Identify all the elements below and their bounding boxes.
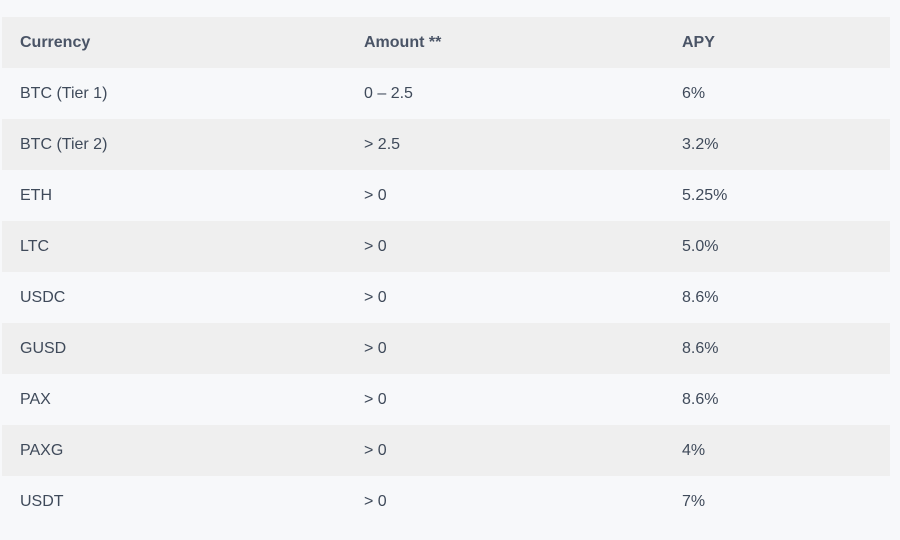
cell-currency: PAXG [20, 441, 64, 459]
cell-apy: 5.25% [682, 186, 728, 204]
table-row: PAX > 0 8.6% [2, 374, 890, 425]
cell-currency: ETH [20, 186, 52, 204]
header-currency: Currency [20, 33, 91, 51]
table-row: BTC (Tier 1) 0 – 2.5 6% [2, 68, 890, 119]
rates-table-container: Currency Amount ** APY BTC (Tier 1) 0 – … [2, 17, 890, 527]
cell-amount: > 0 [364, 339, 387, 357]
cell-amount: > 2.5 [364, 135, 401, 153]
cell-currency: USDC [20, 288, 66, 306]
table-row: PAXG > 0 4% [2, 425, 890, 476]
cell-amount: > 0 [364, 390, 387, 408]
cell-apy: 3.2% [682, 135, 719, 153]
cell-currency: PAX [20, 390, 51, 408]
table-row: BTC (Tier 2) > 2.5 3.2% [2, 119, 890, 170]
cell-apy: 8.6% [682, 339, 719, 357]
table-row: ETH > 0 5.25% [2, 170, 890, 221]
cell-currency: GUSD [20, 339, 67, 357]
cell-amount: > 0 [364, 492, 387, 510]
table-row: GUSD > 0 8.6% [2, 323, 890, 374]
cell-currency: USDT [20, 492, 64, 510]
cell-apy: 7% [682, 492, 706, 510]
header-amount: Amount ** [364, 33, 442, 51]
rates-table: Currency Amount ** APY BTC (Tier 1) 0 – … [2, 17, 890, 527]
table-row: USDT > 0 7% [2, 476, 890, 527]
cell-apy: 8.6% [682, 390, 719, 408]
cell-currency: BTC (Tier 1) [20, 84, 108, 102]
cell-amount: > 0 [364, 237, 387, 255]
cell-apy: 5.0% [682, 237, 719, 255]
cell-apy: 8.6% [682, 288, 719, 306]
table-row: LTC > 0 5.0% [2, 221, 890, 272]
header-row: Currency Amount ** APY [2, 17, 890, 68]
cell-amount: > 0 [364, 186, 387, 204]
cell-amount: > 0 [364, 288, 387, 306]
table-row: USDC > 0 8.6% [2, 272, 890, 323]
cell-apy: 4% [682, 441, 706, 459]
table-header: Currency Amount ** APY [2, 17, 890, 68]
cell-currency: BTC (Tier 2) [20, 135, 108, 153]
header-apy: APY [682, 33, 715, 51]
cell-currency: LTC [20, 237, 50, 255]
cell-apy: 6% [682, 84, 706, 102]
table-body: BTC (Tier 1) 0 – 2.5 6% BTC (Tier 2) > 2… [2, 68, 890, 527]
cell-amount: > 0 [364, 441, 387, 459]
cell-amount: 0 – 2.5 [364, 84, 413, 102]
